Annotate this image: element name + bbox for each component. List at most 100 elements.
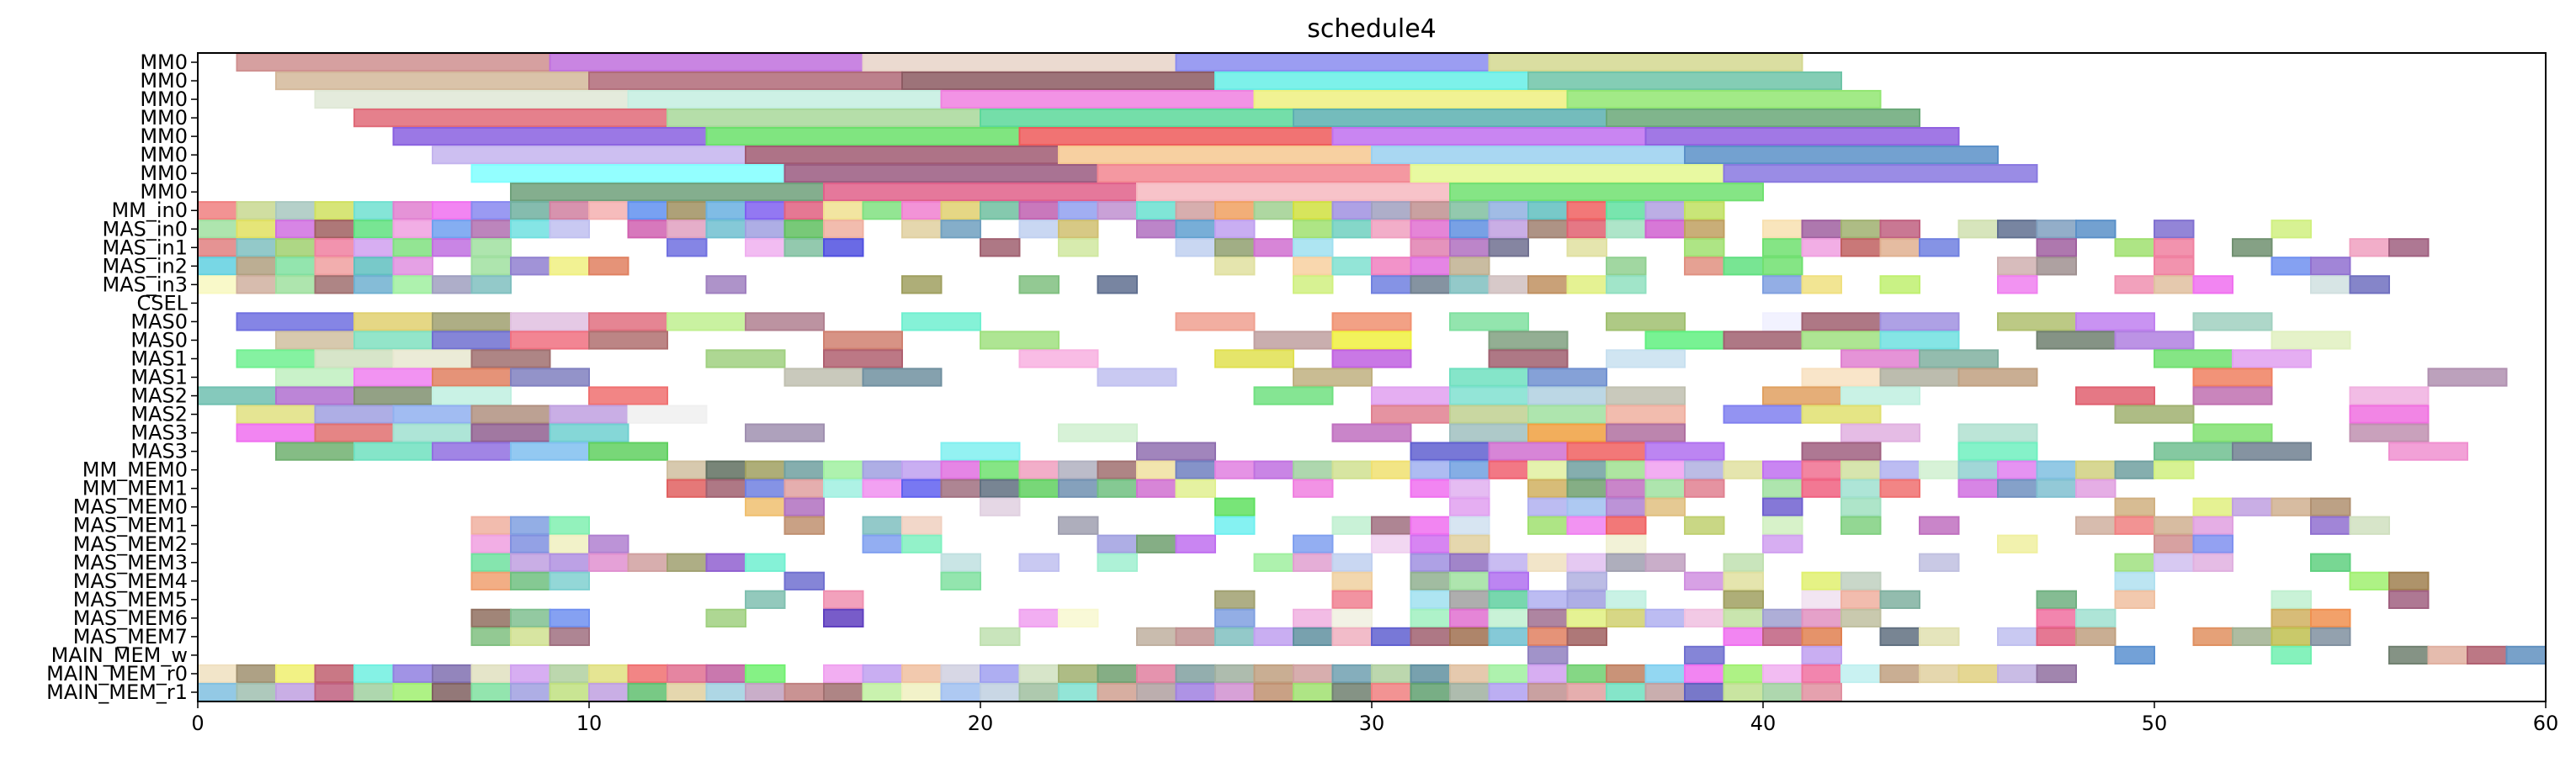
task-bar	[1175, 479, 1216, 498]
task-bar	[2271, 627, 2312, 647]
task-bar	[1527, 479, 1569, 498]
task-bar	[1175, 52, 1490, 72]
task-bar	[1762, 516, 1803, 535]
x-axis: 0 10 20 30 40 50 60	[191, 701, 2558, 735]
task-bar	[2192, 275, 2233, 294]
task-bar	[627, 682, 668, 702]
task-bar	[1684, 571, 1725, 590]
task-bar	[1606, 405, 1686, 424]
task-bar	[1214, 590, 1256, 609]
task-bar	[2192, 516, 2233, 535]
task-bar	[236, 423, 316, 442]
task-bar	[588, 331, 668, 350]
y-tick-label: MAS_in0	[102, 217, 188, 241]
task-bar	[2114, 553, 2155, 572]
task-bar	[1644, 497, 1686, 516]
task-bar	[667, 664, 708, 684]
task-bar	[1214, 460, 1256, 479]
task-bar	[588, 682, 629, 702]
task-bar	[1684, 645, 1725, 665]
task-bar	[549, 423, 629, 442]
task-bar	[940, 479, 981, 498]
task-bar	[2427, 368, 2508, 387]
task-bar	[1293, 238, 1334, 257]
task-bar	[2114, 275, 2155, 294]
task-bar	[1879, 275, 1920, 294]
task-bar	[1449, 590, 1490, 609]
task-bar	[2349, 571, 2390, 590]
task-bar	[510, 664, 551, 684]
task-bar	[1684, 608, 1725, 628]
task-bar	[1566, 460, 1607, 479]
task-bar	[236, 664, 277, 684]
task-bar	[392, 349, 473, 368]
task-bar	[275, 664, 316, 684]
task-bar	[667, 460, 708, 479]
task-bar	[314, 89, 629, 109]
y-tick-label: MAS_MEM0	[73, 495, 188, 519]
y-tick-label: MM0	[140, 69, 188, 93]
task-bar	[2154, 553, 2195, 572]
task-bar	[1840, 479, 1882, 498]
task-bar	[667, 238, 708, 257]
task-bar	[1136, 664, 1177, 684]
task-bar	[275, 275, 316, 294]
task-bar	[314, 220, 355, 239]
task-bar	[823, 238, 864, 257]
task-bar	[588, 257, 629, 276]
task-bar	[1253, 682, 1294, 702]
task-bar	[940, 682, 981, 702]
task-bar	[353, 368, 433, 387]
task-bar	[823, 331, 903, 350]
task-bar	[1371, 220, 1412, 239]
task-bar	[940, 571, 981, 590]
task-bar	[1293, 368, 1373, 387]
task-bar	[2310, 516, 2351, 535]
task-bar	[1293, 201, 1334, 220]
task-bar	[980, 108, 1294, 128]
task-bar	[2310, 275, 2351, 294]
task-bar	[862, 534, 903, 553]
task-bar	[1723, 682, 1764, 702]
task-bar	[1371, 201, 1412, 220]
task-bar	[1801, 590, 1842, 609]
task-bar	[1606, 664, 1647, 684]
task-bar	[2075, 516, 2117, 535]
task-bar	[783, 497, 825, 516]
task-bar	[470, 275, 512, 294]
task-bar	[2192, 312, 2273, 331]
task-bar	[588, 553, 629, 572]
task-bar	[1371, 405, 1451, 424]
task-bar	[940, 220, 981, 239]
task-bar	[2036, 257, 2077, 276]
task-bar	[1449, 608, 1490, 628]
task-bar	[1449, 497, 1490, 516]
y-tick-label: MAS0	[130, 328, 188, 352]
task-bar	[1879, 460, 1920, 479]
task-bar	[1566, 553, 1607, 572]
task-bar	[1527, 460, 1569, 479]
y-tick-label: MAS_MEM4	[73, 569, 188, 593]
task-bar	[1331, 571, 1373, 590]
task-bar	[2192, 423, 2273, 442]
task-bar	[588, 664, 629, 684]
task-bar	[275, 386, 355, 405]
y-tick-label: MAS0	[130, 310, 188, 333]
task-bar	[1762, 220, 1803, 239]
task-bar	[1801, 479, 1842, 498]
task-bar	[1801, 275, 1842, 294]
task-bar	[1058, 516, 1099, 535]
x-tick-label: 60	[2533, 712, 2559, 735]
task-bar	[588, 386, 668, 405]
task-bar	[1644, 553, 1686, 572]
task-bar	[549, 627, 590, 647]
task-bar	[2114, 590, 2155, 609]
task-bar	[510, 682, 551, 702]
task-bar	[353, 682, 395, 702]
task-bar	[1527, 497, 1569, 516]
task-bar	[2075, 386, 2155, 405]
task-bar	[470, 571, 512, 590]
task-bar	[705, 608, 746, 628]
task-bar	[353, 257, 395, 276]
task-bar	[275, 368, 355, 387]
